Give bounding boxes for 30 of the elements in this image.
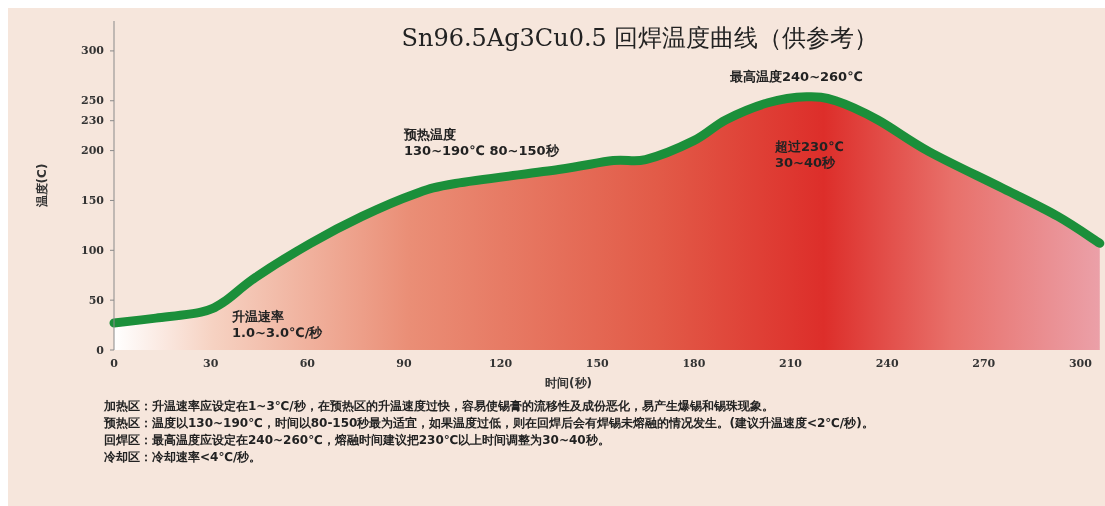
y-tick-label: 250 bbox=[81, 94, 105, 108]
y-tick-label: 300 bbox=[81, 44, 105, 58]
annotation: 预热温度 130~190℃ 80~150秒 bbox=[403, 127, 560, 159]
x-tick-label: 60 bbox=[299, 357, 316, 370]
x-tick-label: 0 bbox=[110, 357, 119, 370]
text: 预热区：温度以130~190℃，时间以80-150秒最为适宜，如果温度过低，则在回焊后会有焊锡未熔融的情况发生。(建议升温速度<2℃/秒)。 bbox=[104, 415, 875, 432]
x-tick-label: 150 bbox=[585, 357, 610, 370]
x-axis-title: 时间(秒) bbox=[545, 376, 592, 390]
x-tick-label: 90 bbox=[396, 357, 412, 370]
x-tick-label: 30 bbox=[202, 357, 219, 370]
text: 冷却区：冷却速率<4℃/秒。 bbox=[104, 449, 263, 466]
y-tick-label: 100 bbox=[81, 243, 105, 257]
y-tick-label: 230 bbox=[81, 114, 105, 128]
chart-title: Sn96.5Ag3Cu0.5 回焊温度曲线（供参考） bbox=[401, 24, 879, 52]
annotation: 升温速率 1.0~3.0℃/秒 bbox=[231, 309, 324, 341]
text: 回焊区：最高温度应设定在240~260℃，熔融时间建议把230℃以上时间调整为30~40秒。 bbox=[104, 432, 611, 449]
annotation: 超过230℃ 30~40秒 bbox=[774, 139, 844, 171]
y-tick-label: 200 bbox=[81, 144, 105, 158]
x-tick-label: 180 bbox=[682, 357, 706, 370]
y-tick-label: 150 bbox=[81, 193, 105, 207]
x-tick-label: 300 bbox=[1068, 357, 1093, 370]
y-axis-title: 温度(C) bbox=[35, 163, 49, 209]
text: 加热区：升温速率应设定在1~3℃/秒，在预热区的升温速度过快，容易使锡膏的流移性及成份恶化，易产生爆锡和锡珠现象。 bbox=[104, 398, 775, 415]
x-tick-label: 240 bbox=[875, 357, 899, 370]
x-tick-label: 270 bbox=[972, 357, 996, 370]
y-tick-label: 50 bbox=[88, 293, 105, 307]
annotation: 最高温度240~260℃ bbox=[729, 69, 863, 84]
x-tick-label: 120 bbox=[489, 357, 513, 370]
y-tick-label: 0 bbox=[96, 343, 105, 357]
x-tick-label: 210 bbox=[779, 357, 803, 370]
